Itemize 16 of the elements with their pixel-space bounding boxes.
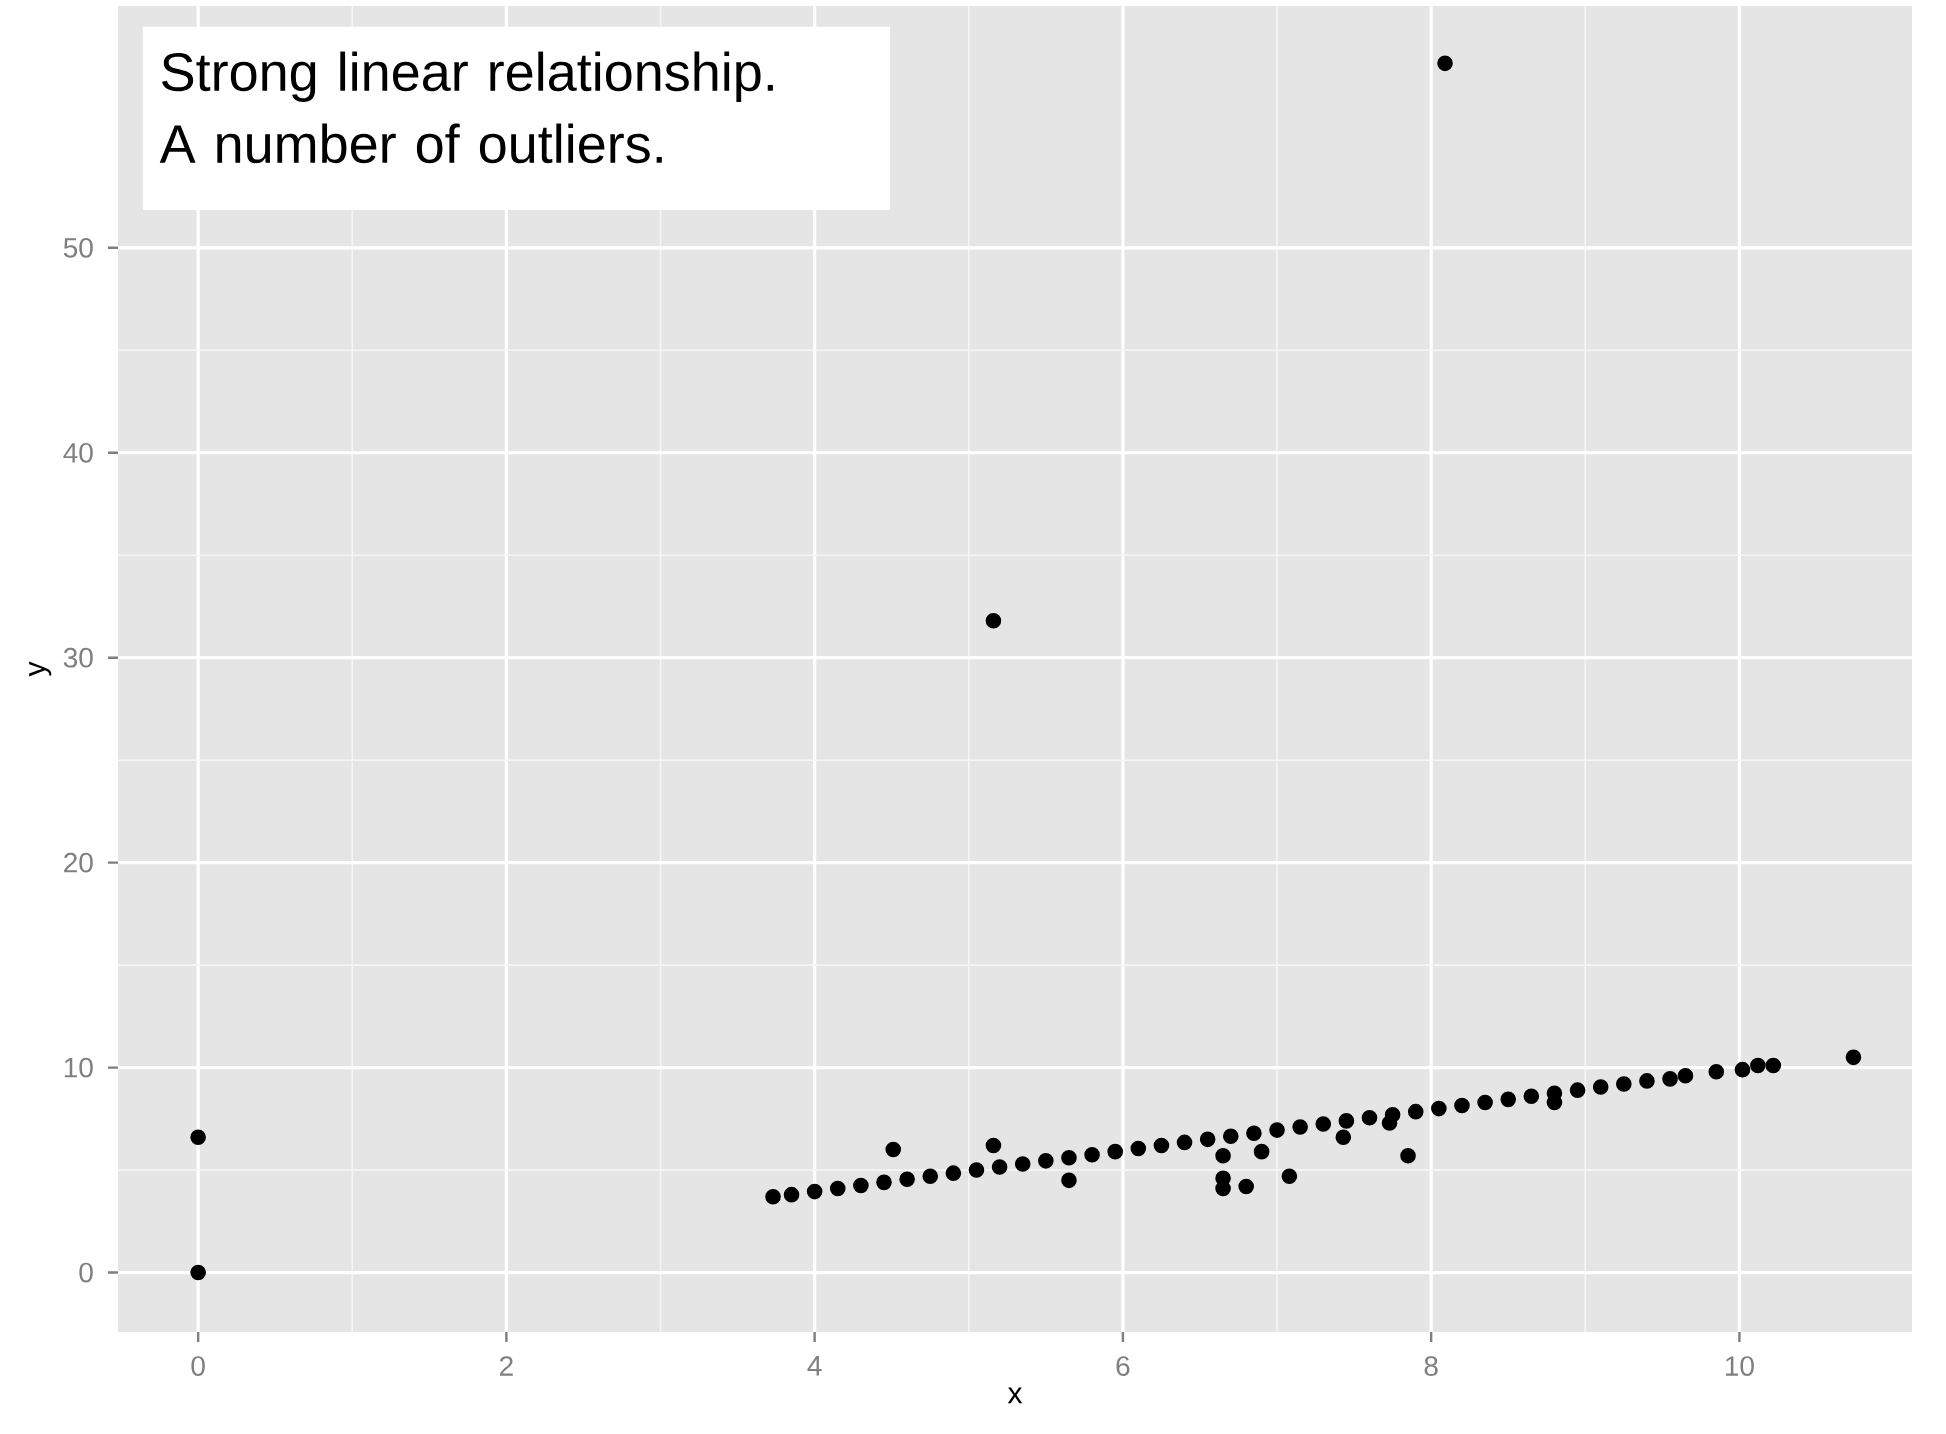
x-tick-label: 8 <box>1424 1356 1438 1376</box>
annotation: Strong linear relationship. <box>162 51 773 102</box>
y-tick-label: 0 <box>79 1262 93 1283</box>
x-tick-label: 10 <box>1725 1356 1754 1376</box>
annotation: A number of outliers. <box>159 123 662 164</box>
x-tick-label: 6 <box>1116 1356 1130 1376</box>
y-tick-label: 40 <box>63 442 93 463</box>
y-tick-label: 20 <box>64 852 93 873</box>
y-axis-title: y <box>29 661 52 677</box>
x-tick-label: 4 <box>807 1356 822 1376</box>
y-tick-label: 10 <box>64 1057 93 1078</box>
x-tick-label: 0 <box>191 1356 205 1376</box>
y-tick-label: 50 <box>63 237 93 258</box>
x-tick-label: 2 <box>499 1356 513 1376</box>
y-tick-label: 30 <box>63 647 93 668</box>
x-axis-title: x <box>1007 1387 1023 1404</box>
